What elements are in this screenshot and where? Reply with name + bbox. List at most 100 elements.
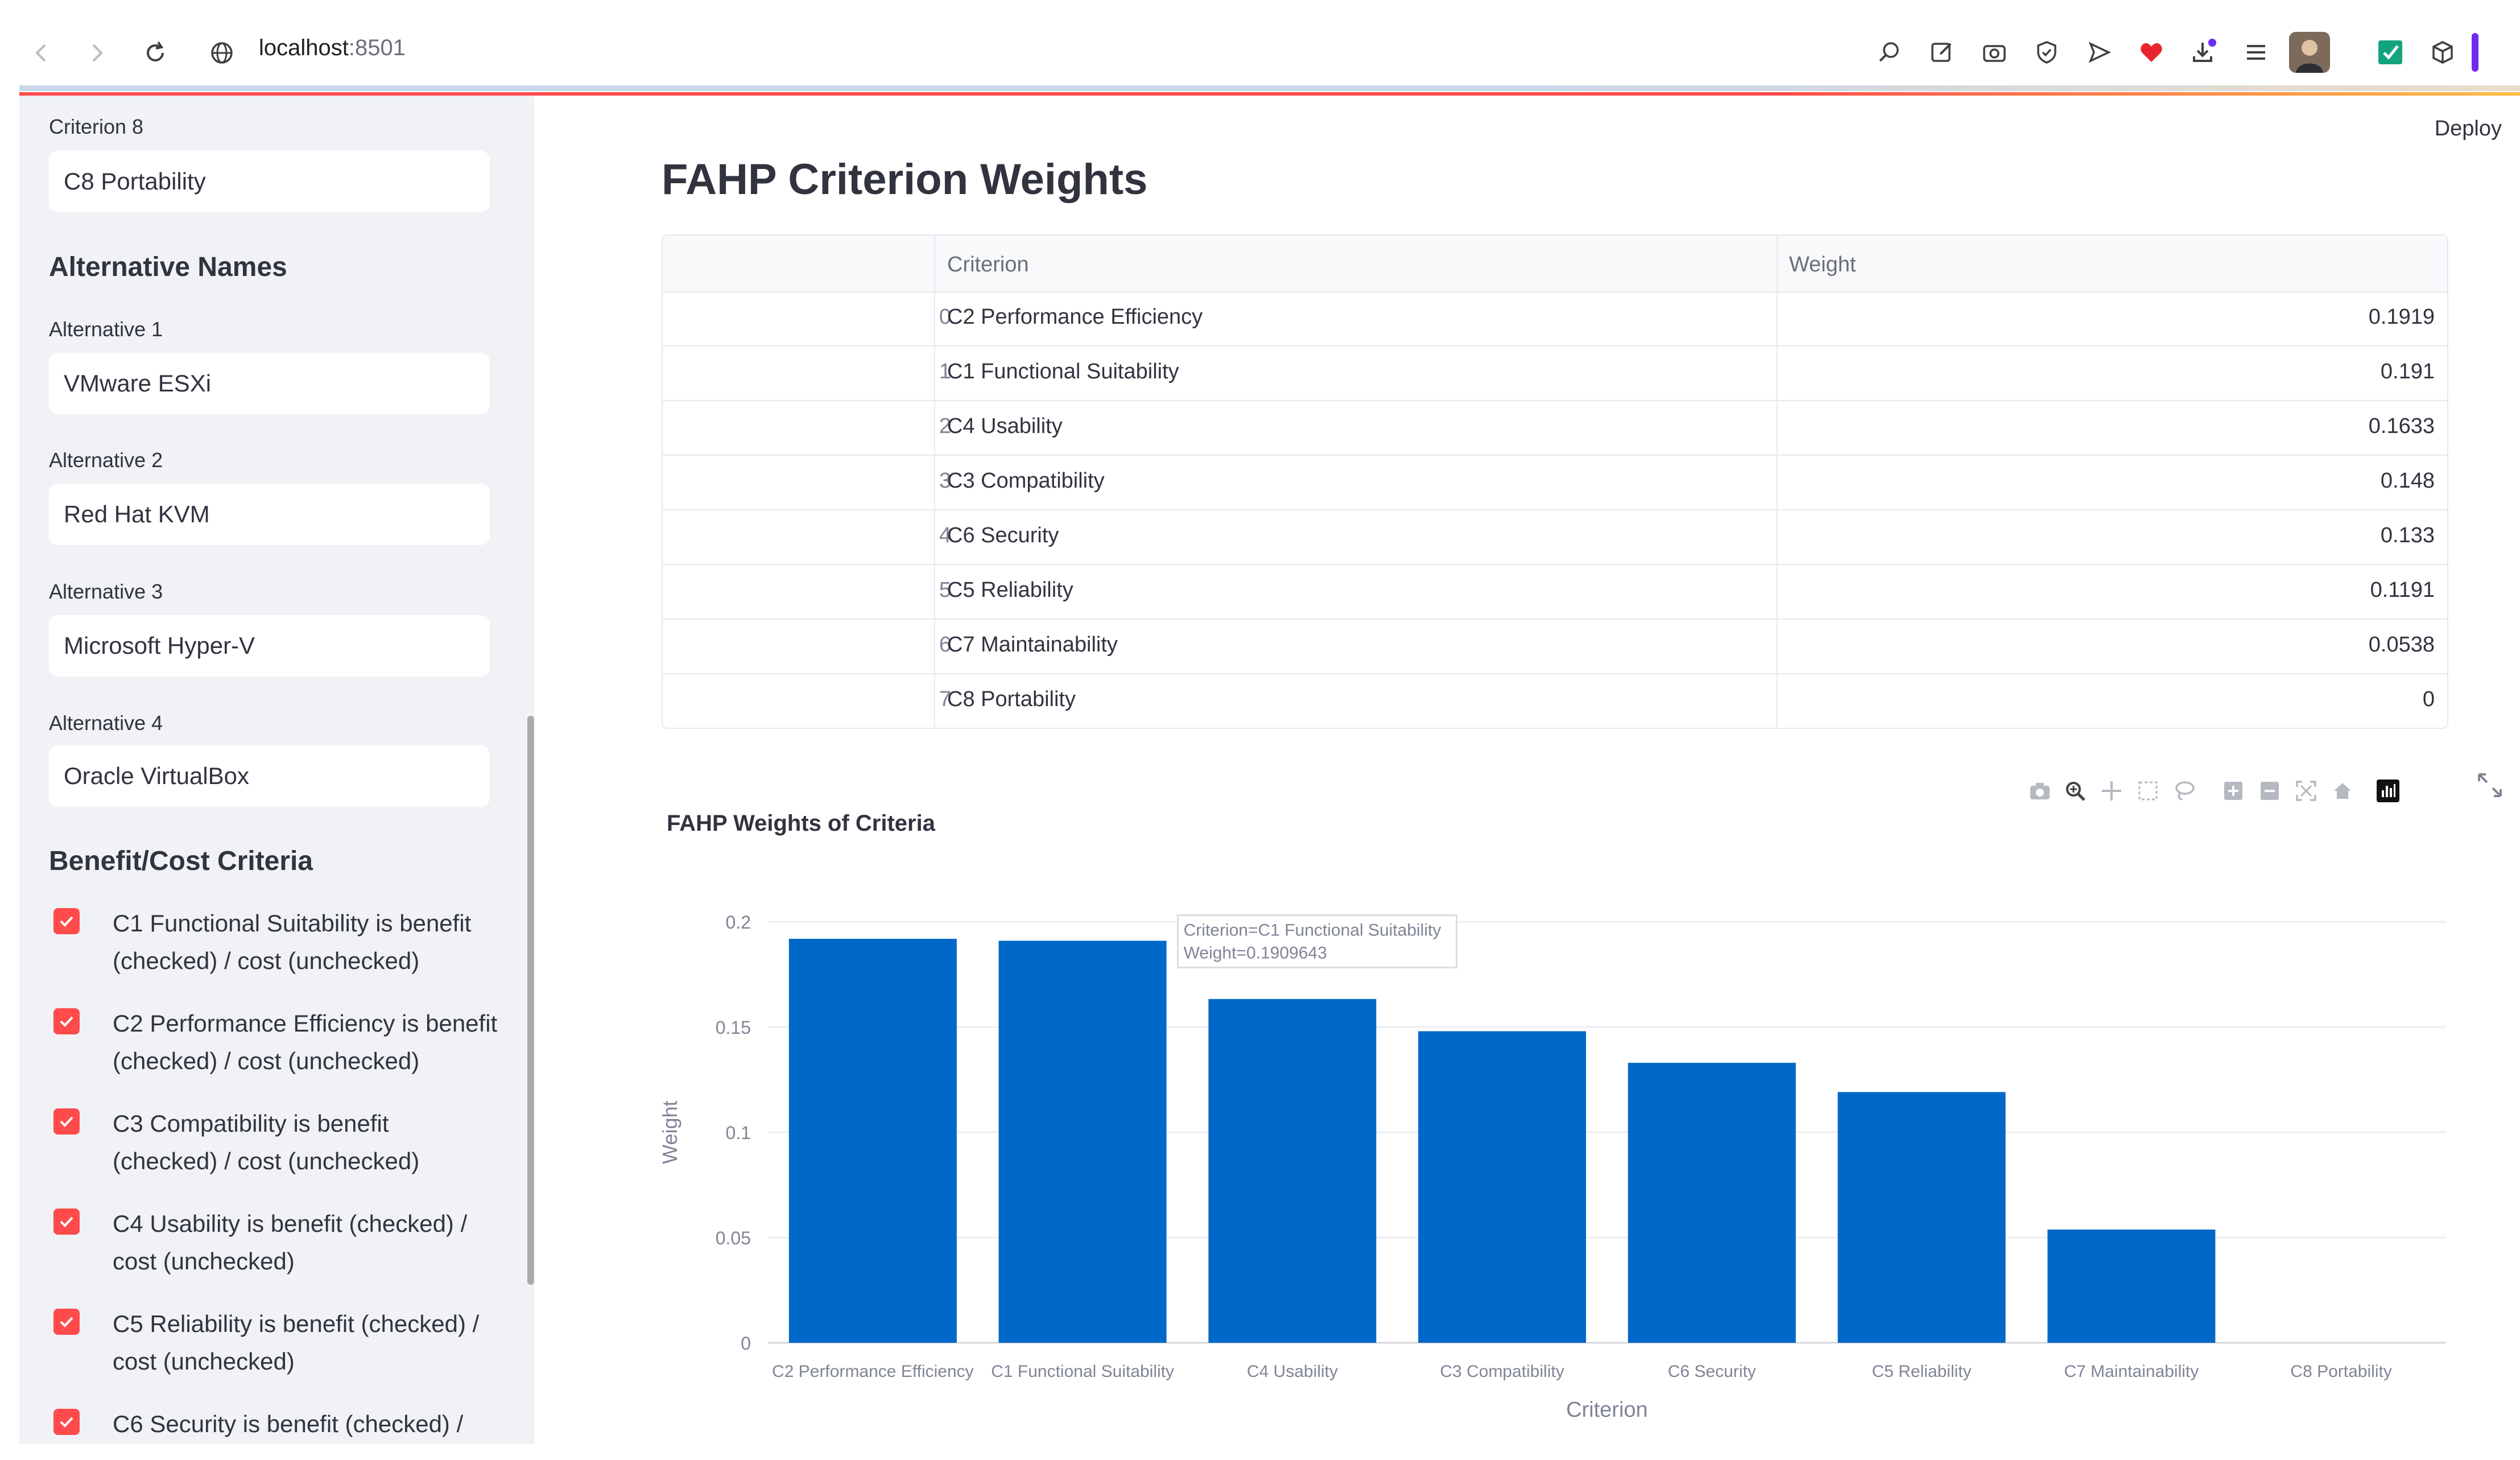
row-index: 5 (939, 578, 951, 602)
forward-icon[interactable] (77, 33, 117, 73)
header-weight[interactable]: Weight (1789, 253, 1856, 277)
plotly-logo-icon[interactable] (2373, 774, 2403, 808)
y-tick-label: 0 (741, 1333, 751, 1354)
checkbox-label: C5 Reliability is benefit (checked) / co… (113, 1310, 480, 1375)
chart-bars (788, 938, 2216, 1343)
address-bar[interactable]: localhost:8501 (259, 35, 406, 61)
send-icon[interactable] (2081, 34, 2117, 71)
table-row[interactable]: 6 C7 Maintainability 0.0538 (663, 619, 2447, 674)
checkbox-checked-icon[interactable] (53, 908, 80, 934)
chart-hover-tooltip: Criterion=C1 Functional Suitability Weig… (1177, 914, 1458, 968)
alternative4-label: Alternative 4 (49, 711, 163, 735)
cell-weight: 0.191 (2380, 360, 2435, 383)
bar[interactable] (1418, 1031, 1587, 1343)
autoscale-icon[interactable] (2291, 774, 2321, 808)
dataframe-header: Criterion Weight (663, 236, 2447, 292)
alternative1-label: Alternative 1 (49, 317, 163, 341)
edit-icon[interactable] (1924, 34, 1960, 71)
benefit-cost-heading: Benefit/Cost Criteria (49, 846, 313, 876)
home-icon[interactable] (2328, 774, 2357, 808)
table-row[interactable]: 3 C3 Compatibility 0.148 (663, 455, 2447, 510)
download-icon[interactable] (2186, 34, 2222, 71)
criterion8-input[interactable]: C8 Portability (49, 151, 490, 212)
streamlit-top-decoration (19, 92, 2520, 96)
table-row[interactable]: 1 C1 Functional Suitability 0.191 (663, 346, 2447, 401)
reload-icon[interactable] (135, 33, 175, 73)
x-tick-label: C4 Usability (1247, 1362, 1338, 1381)
heart-icon[interactable] (2133, 34, 2170, 71)
sidebar: Criterion 8 C8 Portability Alternative N… (19, 96, 534, 1444)
x-tick-label: C1 Functional Suitability (991, 1362, 1174, 1381)
check-extension-icon[interactable] (2372, 34, 2409, 71)
bar[interactable] (1208, 999, 1377, 1343)
checkbox-checked-icon[interactable] (53, 1008, 80, 1034)
alternative4-input[interactable]: Oracle VirtualBox (49, 745, 490, 807)
camera-icon[interactable] (1976, 34, 2013, 71)
pan-icon[interactable] (2097, 774, 2126, 808)
checkbox-checked-icon[interactable] (53, 1409, 80, 1435)
table-row[interactable]: 5 C5 Reliability 0.1191 (663, 564, 2447, 620)
site-info-icon[interactable] (202, 33, 242, 73)
cell-criterion: C8 Portability (947, 687, 1076, 711)
tooltip-line2: Weight=0.1909643 (1184, 943, 1327, 962)
alternative1-input[interactable]: VMware ESXi (49, 353, 490, 414)
table-row[interactable]: 4 C6 Security 0.133 (663, 510, 2447, 565)
box-select-icon[interactable] (2133, 774, 2163, 808)
url-port: :8501 (348, 35, 406, 60)
chart-title: FAHP Weights of Criteria (667, 811, 936, 836)
checkbox-label: C6 Security is benefit (checked) / (113, 1410, 464, 1437)
x-tick-label: C6 Security (1668, 1362, 1756, 1381)
checkbox-checked-icon[interactable] (53, 1108, 80, 1135)
back-icon[interactable] (22, 33, 61, 73)
zoom-icon[interactable] (2060, 774, 2090, 808)
bar[interactable] (998, 941, 1167, 1343)
bar[interactable] (1837, 1092, 2006, 1343)
row-index: 2 (939, 414, 951, 438)
row-index: 1 (939, 360, 951, 383)
bar[interactable] (1627, 1062, 1796, 1343)
menu-lines-icon[interactable] (2238, 34, 2274, 71)
profile-avatar[interactable] (2287, 30, 2332, 75)
y-tick-label: 0.05 (716, 1228, 751, 1248)
search-icon[interactable] (1872, 34, 1908, 71)
table-row[interactable]: 0 C2 Performance Efficiency 0.1919 (663, 291, 2447, 347)
alternative3-label: Alternative 3 (49, 580, 163, 603)
y-axis-ticks: 0 0.05 0.1 0.15 0.2 (716, 912, 751, 1354)
x-axis-label: Criterion (1566, 1398, 1648, 1422)
fullscreen-expand-icon[interactable] (2476, 771, 2504, 806)
deploy-button[interactable]: Deploy (2434, 117, 2502, 141)
alternative3-input[interactable]: Microsoft Hyper-V (49, 615, 490, 677)
alternative2-label: Alternative 2 (49, 448, 163, 472)
zoom-in-icon[interactable] (2219, 774, 2248, 808)
table-row[interactable]: 7 C8 Portability 0 (663, 674, 2447, 728)
column-divider (934, 236, 935, 728)
sidebar-scrollbar[interactable] (527, 716, 534, 1285)
alternative2-input[interactable]: Red Hat KVM (49, 484, 490, 545)
header-criterion[interactable]: Criterion (947, 253, 1029, 277)
cell-criterion: C1 Functional Suitability (947, 360, 1179, 383)
y-tick-label: 0.1 (726, 1123, 751, 1143)
x-axis-ticks: C2 Performance Efficiency C1 Functional S… (772, 1362, 2392, 1381)
checkbox-checked-icon[interactable] (53, 1209, 80, 1235)
checkbox-label: C4 Usability is benefit (checked) / cost… (113, 1210, 468, 1275)
table-row[interactable]: 2 C4 Usability 0.1633 (663, 401, 2447, 456)
cube-extension-icon[interactable] (2424, 34, 2461, 71)
checkbox-checked-icon[interactable] (53, 1309, 80, 1335)
row-index: 6 (939, 633, 951, 657)
column-divider (1777, 236, 1778, 728)
cell-weight: 0 (2422, 687, 2435, 711)
shield-icon[interactable] (2029, 34, 2065, 71)
x-tick-label: C8 Portability (2290, 1362, 2391, 1381)
row-index: 4 (939, 523, 951, 547)
y-axis-label: Weight (658, 1100, 681, 1164)
camera-icon[interactable] (2025, 774, 2055, 808)
lasso-icon[interactable] (2170, 774, 2199, 808)
toolbar-divider (19, 85, 2520, 91)
weights-dataframe[interactable]: Criterion Weight 0 C2 Performance Efficie… (662, 234, 2448, 729)
zoom-out-icon[interactable] (2255, 774, 2284, 808)
page-title: FAHP Criterion Weights (662, 155, 1148, 204)
bar[interactable] (788, 938, 957, 1343)
fahp-weights-bar-chart[interactable]: FAHP Weights of Criteria 0 0.05 0.1 0.15 0.2… (654, 808, 2474, 1445)
cell-weight: 0.133 (2380, 523, 2435, 547)
bar[interactable] (2047, 1229, 2216, 1343)
